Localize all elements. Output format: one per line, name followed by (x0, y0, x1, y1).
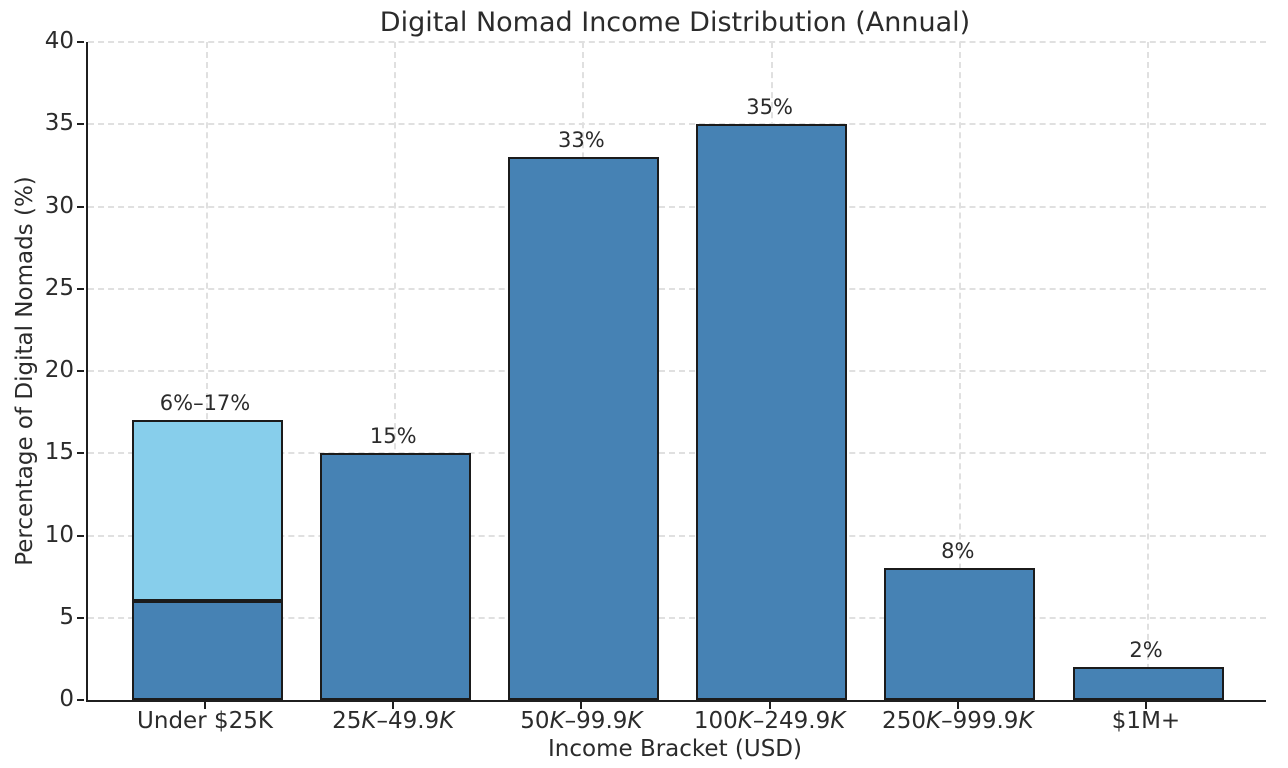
x-axis-label: Income Bracket (USD) (548, 736, 802, 762)
horizontal-gridline (88, 287, 1266, 290)
bar-value-label: 8% (941, 539, 975, 564)
y-tick-mark (77, 452, 84, 455)
horizontal-gridline (88, 205, 1266, 208)
chart-title: Digital Nomad Income Distribution (Annua… (379, 7, 971, 38)
y-tick-label: 30 (44, 192, 74, 219)
vertical-gridline (206, 42, 208, 700)
x-tick-label: 100K–249.9K (693, 708, 846, 734)
y-tick-mark (77, 616, 84, 619)
y-tick-label: 20 (44, 357, 74, 383)
x-tick-mark (1145, 702, 1147, 709)
y-tick-label: 35 (44, 110, 74, 137)
bar (507, 157, 659, 700)
y-tick-mark (77, 205, 84, 208)
bar-value-label: 33% (558, 128, 605, 153)
horizontal-gridline (88, 452, 1266, 455)
horizontal-gridline (88, 123, 1266, 126)
bar (884, 568, 1036, 700)
x-tick-label: 250K–999.9K (882, 708, 1034, 734)
y-tick-mark (77, 123, 84, 126)
plot-area (86, 41, 1266, 702)
x-tick-mark (204, 702, 206, 709)
bar-segment (131, 601, 283, 700)
bar (319, 453, 471, 700)
bar-value-label: 2% (1129, 638, 1163, 663)
y-tick-label: 10 (44, 521, 74, 548)
x-tick-mark (956, 702, 959, 709)
vertical-gridline (1147, 42, 1149, 700)
x-tick-label: Under $25K (137, 708, 273, 734)
x-tick-label: $1M+ (1111, 708, 1181, 734)
y-tick-mark (77, 370, 84, 372)
vertical-gridline (394, 42, 397, 700)
bar-value-label: 35% (746, 95, 793, 120)
x-tick-mark (392, 702, 395, 709)
y-tick-mark (77, 41, 84, 43)
vertical-gridline (958, 42, 961, 700)
y-tick-label: 15 (44, 439, 74, 466)
bar (696, 124, 848, 700)
x-tick-label: 50K–99.9K (520, 708, 643, 734)
y-tick-mark (77, 699, 84, 701)
bar-value-label: 6%–17% (159, 391, 251, 416)
bar-segment (131, 420, 283, 602)
y-tick-label: 40 (44, 28, 74, 54)
horizontal-gridline (88, 534, 1266, 537)
x-tick-label: 25K–49.9K (332, 708, 455, 734)
x-tick-mark (768, 702, 771, 709)
y-tick-mark (77, 534, 84, 537)
y-tick-label: 5 (59, 603, 74, 630)
y-tick-mark (77, 287, 84, 290)
bar (1072, 667, 1224, 700)
horizontal-gridline (88, 616, 1266, 619)
bar-value-label: 15% (369, 424, 417, 449)
horizontal-gridline (88, 370, 1266, 372)
x-tick-mark (580, 702, 583, 709)
horizontal-gridline (88, 41, 1266, 43)
y-tick-label: 0 (59, 686, 74, 712)
y-tick-label: 25 (44, 274, 74, 301)
